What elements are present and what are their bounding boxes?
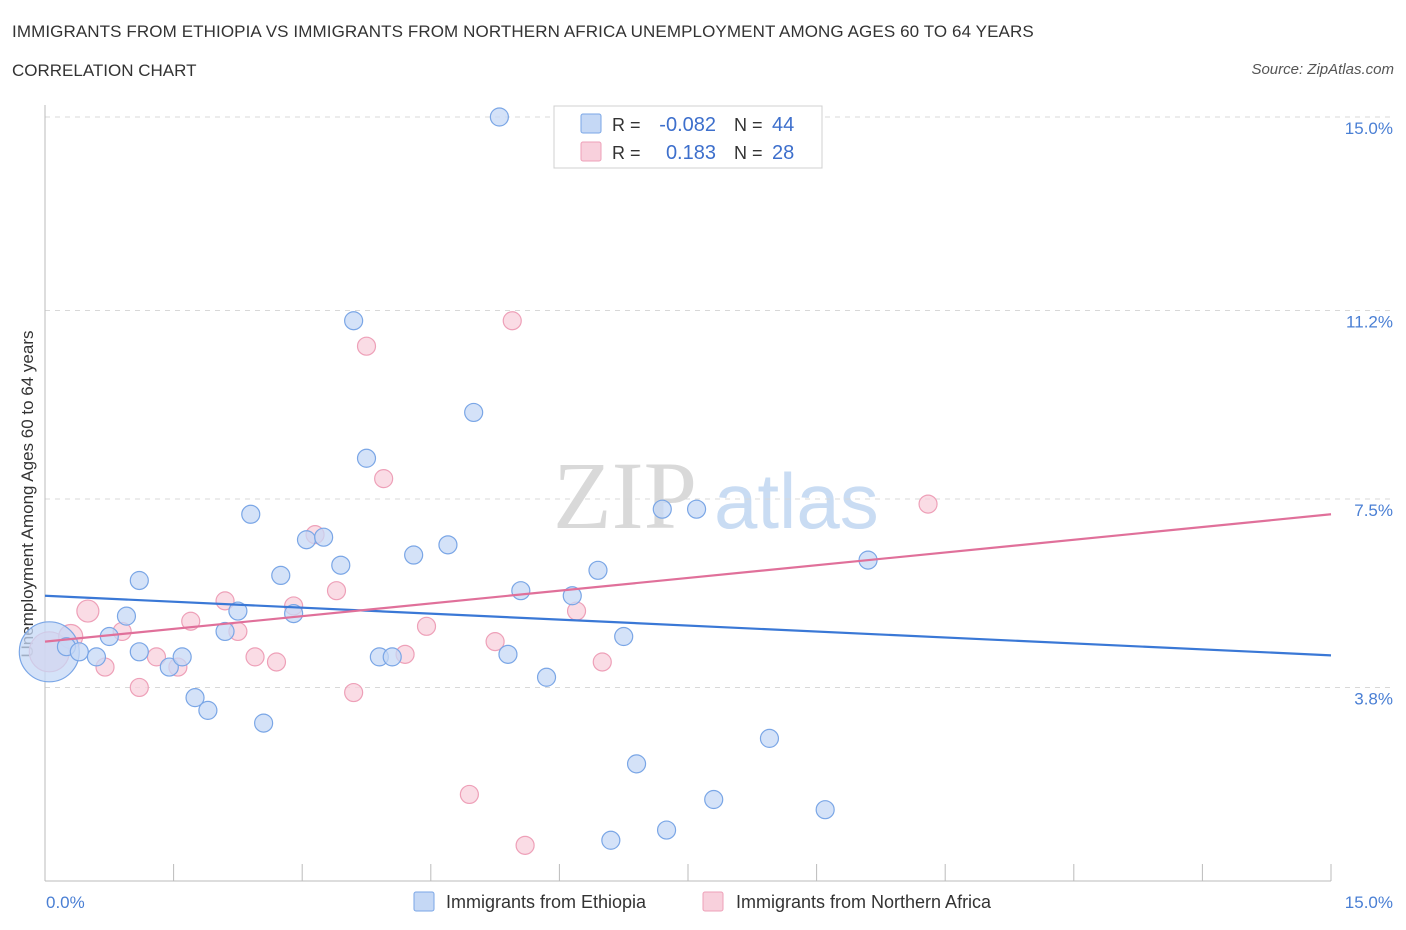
point-ethiopia-29 — [498, 644, 518, 664]
trend-line-ethiopia — [44, 594, 1332, 657]
gridlines — [45, 116, 1391, 688]
point-ethiopia-32 — [562, 586, 582, 606]
legend-r-label-1: R = — [612, 115, 641, 135]
x-axis-ticks — [44, 864, 1332, 881]
watermark-atlas: atlas — [714, 457, 879, 545]
point-nafrica-20 — [416, 616, 437, 636]
series-northern-africa-points — [28, 311, 938, 855]
point-ethiopia-40 — [704, 789, 724, 810]
point-nafrica-24 — [515, 835, 535, 855]
legend-r-value-2: 0.183 — [666, 142, 716, 164]
legend-n-label-1: N = — [734, 115, 763, 135]
y-axis-label: Unemployment Among Ages 60 to 64 years — [18, 331, 37, 658]
legend-swatch-ethiopia — [580, 113, 602, 134]
chart-title: IMMIGRANTS FROM ETHIOPIA VS IMMIGRANTS F… — [12, 22, 1034, 41]
point-ethiopia-20 — [331, 555, 351, 575]
point-ethiopia-9 — [172, 647, 192, 667]
point-nafrica-23 — [502, 311, 522, 331]
chart-subtitle: CORRELATION CHART — [12, 61, 197, 80]
point-ethiopia-21 — [344, 311, 364, 331]
point-ethiopia-10 — [185, 688, 205, 708]
point-ethiopia-26 — [438, 535, 458, 555]
point-ethiopia-42 — [815, 800, 835, 820]
x-tick-label-max: 15.0% — [1345, 893, 1393, 912]
point-ethiopia-28 — [489, 107, 509, 127]
point-nafrica-27 — [918, 494, 938, 514]
point-ethiopia-38 — [656, 820, 677, 840]
point-nafrica-22 — [485, 632, 505, 652]
point-ethiopia-19 — [314, 527, 334, 547]
legend-swatch-nafrica — [580, 141, 602, 162]
point-nafrica-18 — [374, 469, 394, 489]
y-tick-label-3: 15.0% — [1345, 119, 1393, 138]
point-ethiopia-35 — [614, 626, 634, 647]
point-ethiopia-36 — [626, 754, 647, 774]
series-legend: Immigrants from Ethiopia Immigrants from… — [413, 891, 992, 912]
legend-n-value-1: 44 — [772, 114, 794, 136]
point-ethiopia-27 — [464, 402, 484, 423]
bottom-legend-swatch-ethiopia — [413, 891, 435, 912]
point-ethiopia-16 — [271, 565, 291, 586]
point-ethiopia-5 — [116, 606, 137, 626]
point-ethiopia-3 — [86, 647, 107, 667]
point-ethiopia-6 — [129, 570, 149, 591]
point-nafrica-6 — [146, 647, 167, 667]
point-nafrica-11 — [245, 647, 265, 667]
point-nafrica-12 — [266, 652, 287, 672]
point-nafrica-2 — [76, 599, 100, 623]
point-nafrica-5 — [129, 677, 149, 698]
watermark-zip: ZIP — [553, 442, 697, 549]
y-tick-label-1: 7.5% — [1354, 501, 1393, 520]
point-ethiopia-33 — [588, 560, 608, 580]
point-nafrica-21 — [459, 784, 479, 805]
point-ethiopia-2 — [69, 642, 89, 662]
trend-lines — [44, 513, 1332, 657]
point-ethiopia-39 — [686, 499, 707, 519]
y-tick-labels: 3.8% 7.5% 11.2% 15.0% — [1345, 119, 1393, 708]
point-nafrica-15 — [326, 581, 347, 601]
legend-r-value-1: -0.082 — [659, 114, 716, 136]
point-ethiopia-24 — [382, 647, 402, 667]
correlation-legend: R = -0.082 N = 44 R = 0.183 N = 28 — [553, 105, 823, 169]
x-tick-label-min: 0.0% — [46, 893, 85, 912]
point-ethiopia-30 — [511, 581, 531, 601]
point-ethiopia-41 — [759, 728, 780, 748]
bottom-legend-ethiopia: Immigrants from Ethiopia — [446, 892, 647, 912]
point-ethiopia-34 — [601, 830, 621, 850]
point-nafrica-17 — [356, 336, 377, 356]
legend-n-label-2: N = — [734, 143, 763, 163]
point-ethiopia-7 — [129, 642, 149, 662]
y-tick-label-0: 3.8% — [1354, 689, 1393, 708]
legend-n-value-2: 28 — [772, 142, 794, 164]
point-ethiopia-37 — [652, 499, 672, 519]
point-ethiopia-25 — [404, 545, 424, 565]
legend-r-label-2: R = — [612, 143, 641, 163]
chart-source: Source: ZipAtlas.com — [1251, 61, 1394, 78]
point-ethiopia-8 — [159, 657, 179, 677]
point-ethiopia-31 — [536, 667, 557, 687]
point-nafrica-26 — [592, 652, 612, 672]
point-nafrica-16 — [344, 682, 364, 703]
x-tick-labels: 0.0% 15.0% — [46, 893, 1393, 912]
bottom-legend-swatch-nafrica — [702, 891, 724, 912]
point-ethiopia-13 — [228, 601, 248, 621]
trend-line-nafrica — [44, 513, 1332, 643]
point-ethiopia-18 — [296, 530, 317, 550]
point-ethiopia-14 — [241, 504, 261, 524]
y-tick-label-2: 11.2% — [1346, 313, 1393, 332]
point-ethiopia-11 — [198, 700, 218, 720]
bottom-legend-nafrica: Immigrants from Northern Africa — [736, 892, 992, 912]
point-ethiopia-22 — [356, 448, 377, 468]
point-ethiopia-15 — [254, 713, 274, 733]
point-ethiopia-12 — [215, 621, 235, 642]
